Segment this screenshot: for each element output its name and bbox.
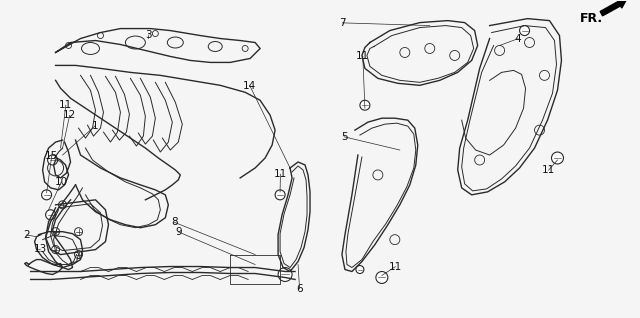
Text: 11: 11 bbox=[274, 169, 287, 179]
Text: 3: 3 bbox=[145, 30, 152, 40]
Text: 10: 10 bbox=[55, 177, 68, 187]
Text: 11: 11 bbox=[356, 51, 369, 61]
Text: 5: 5 bbox=[341, 132, 348, 142]
Circle shape bbox=[360, 100, 370, 110]
Circle shape bbox=[278, 267, 292, 281]
Text: 6: 6 bbox=[296, 284, 303, 294]
Circle shape bbox=[52, 228, 60, 236]
Text: FR.: FR. bbox=[579, 12, 603, 25]
Circle shape bbox=[74, 251, 83, 259]
Circle shape bbox=[356, 266, 364, 273]
Circle shape bbox=[74, 228, 83, 236]
Text: 8: 8 bbox=[171, 217, 178, 227]
Text: 1: 1 bbox=[92, 121, 99, 131]
Text: 2: 2 bbox=[23, 230, 29, 240]
Text: 12: 12 bbox=[63, 110, 76, 120]
Text: 4: 4 bbox=[515, 34, 522, 44]
Text: 13: 13 bbox=[34, 244, 47, 254]
Circle shape bbox=[520, 25, 529, 36]
Text: 11: 11 bbox=[60, 100, 72, 110]
Text: 9: 9 bbox=[175, 227, 182, 237]
Text: 15: 15 bbox=[45, 151, 58, 161]
Circle shape bbox=[376, 272, 388, 283]
Circle shape bbox=[47, 155, 58, 165]
Text: 14: 14 bbox=[243, 80, 257, 91]
Text: 11: 11 bbox=[542, 165, 556, 175]
Text: 7: 7 bbox=[339, 18, 346, 28]
Circle shape bbox=[59, 201, 67, 209]
Text: 11: 11 bbox=[388, 262, 402, 272]
Circle shape bbox=[42, 190, 52, 200]
Circle shape bbox=[275, 190, 285, 200]
Circle shape bbox=[552, 152, 563, 164]
Circle shape bbox=[52, 245, 60, 253]
FancyArrow shape bbox=[600, 0, 627, 16]
Circle shape bbox=[45, 210, 56, 220]
